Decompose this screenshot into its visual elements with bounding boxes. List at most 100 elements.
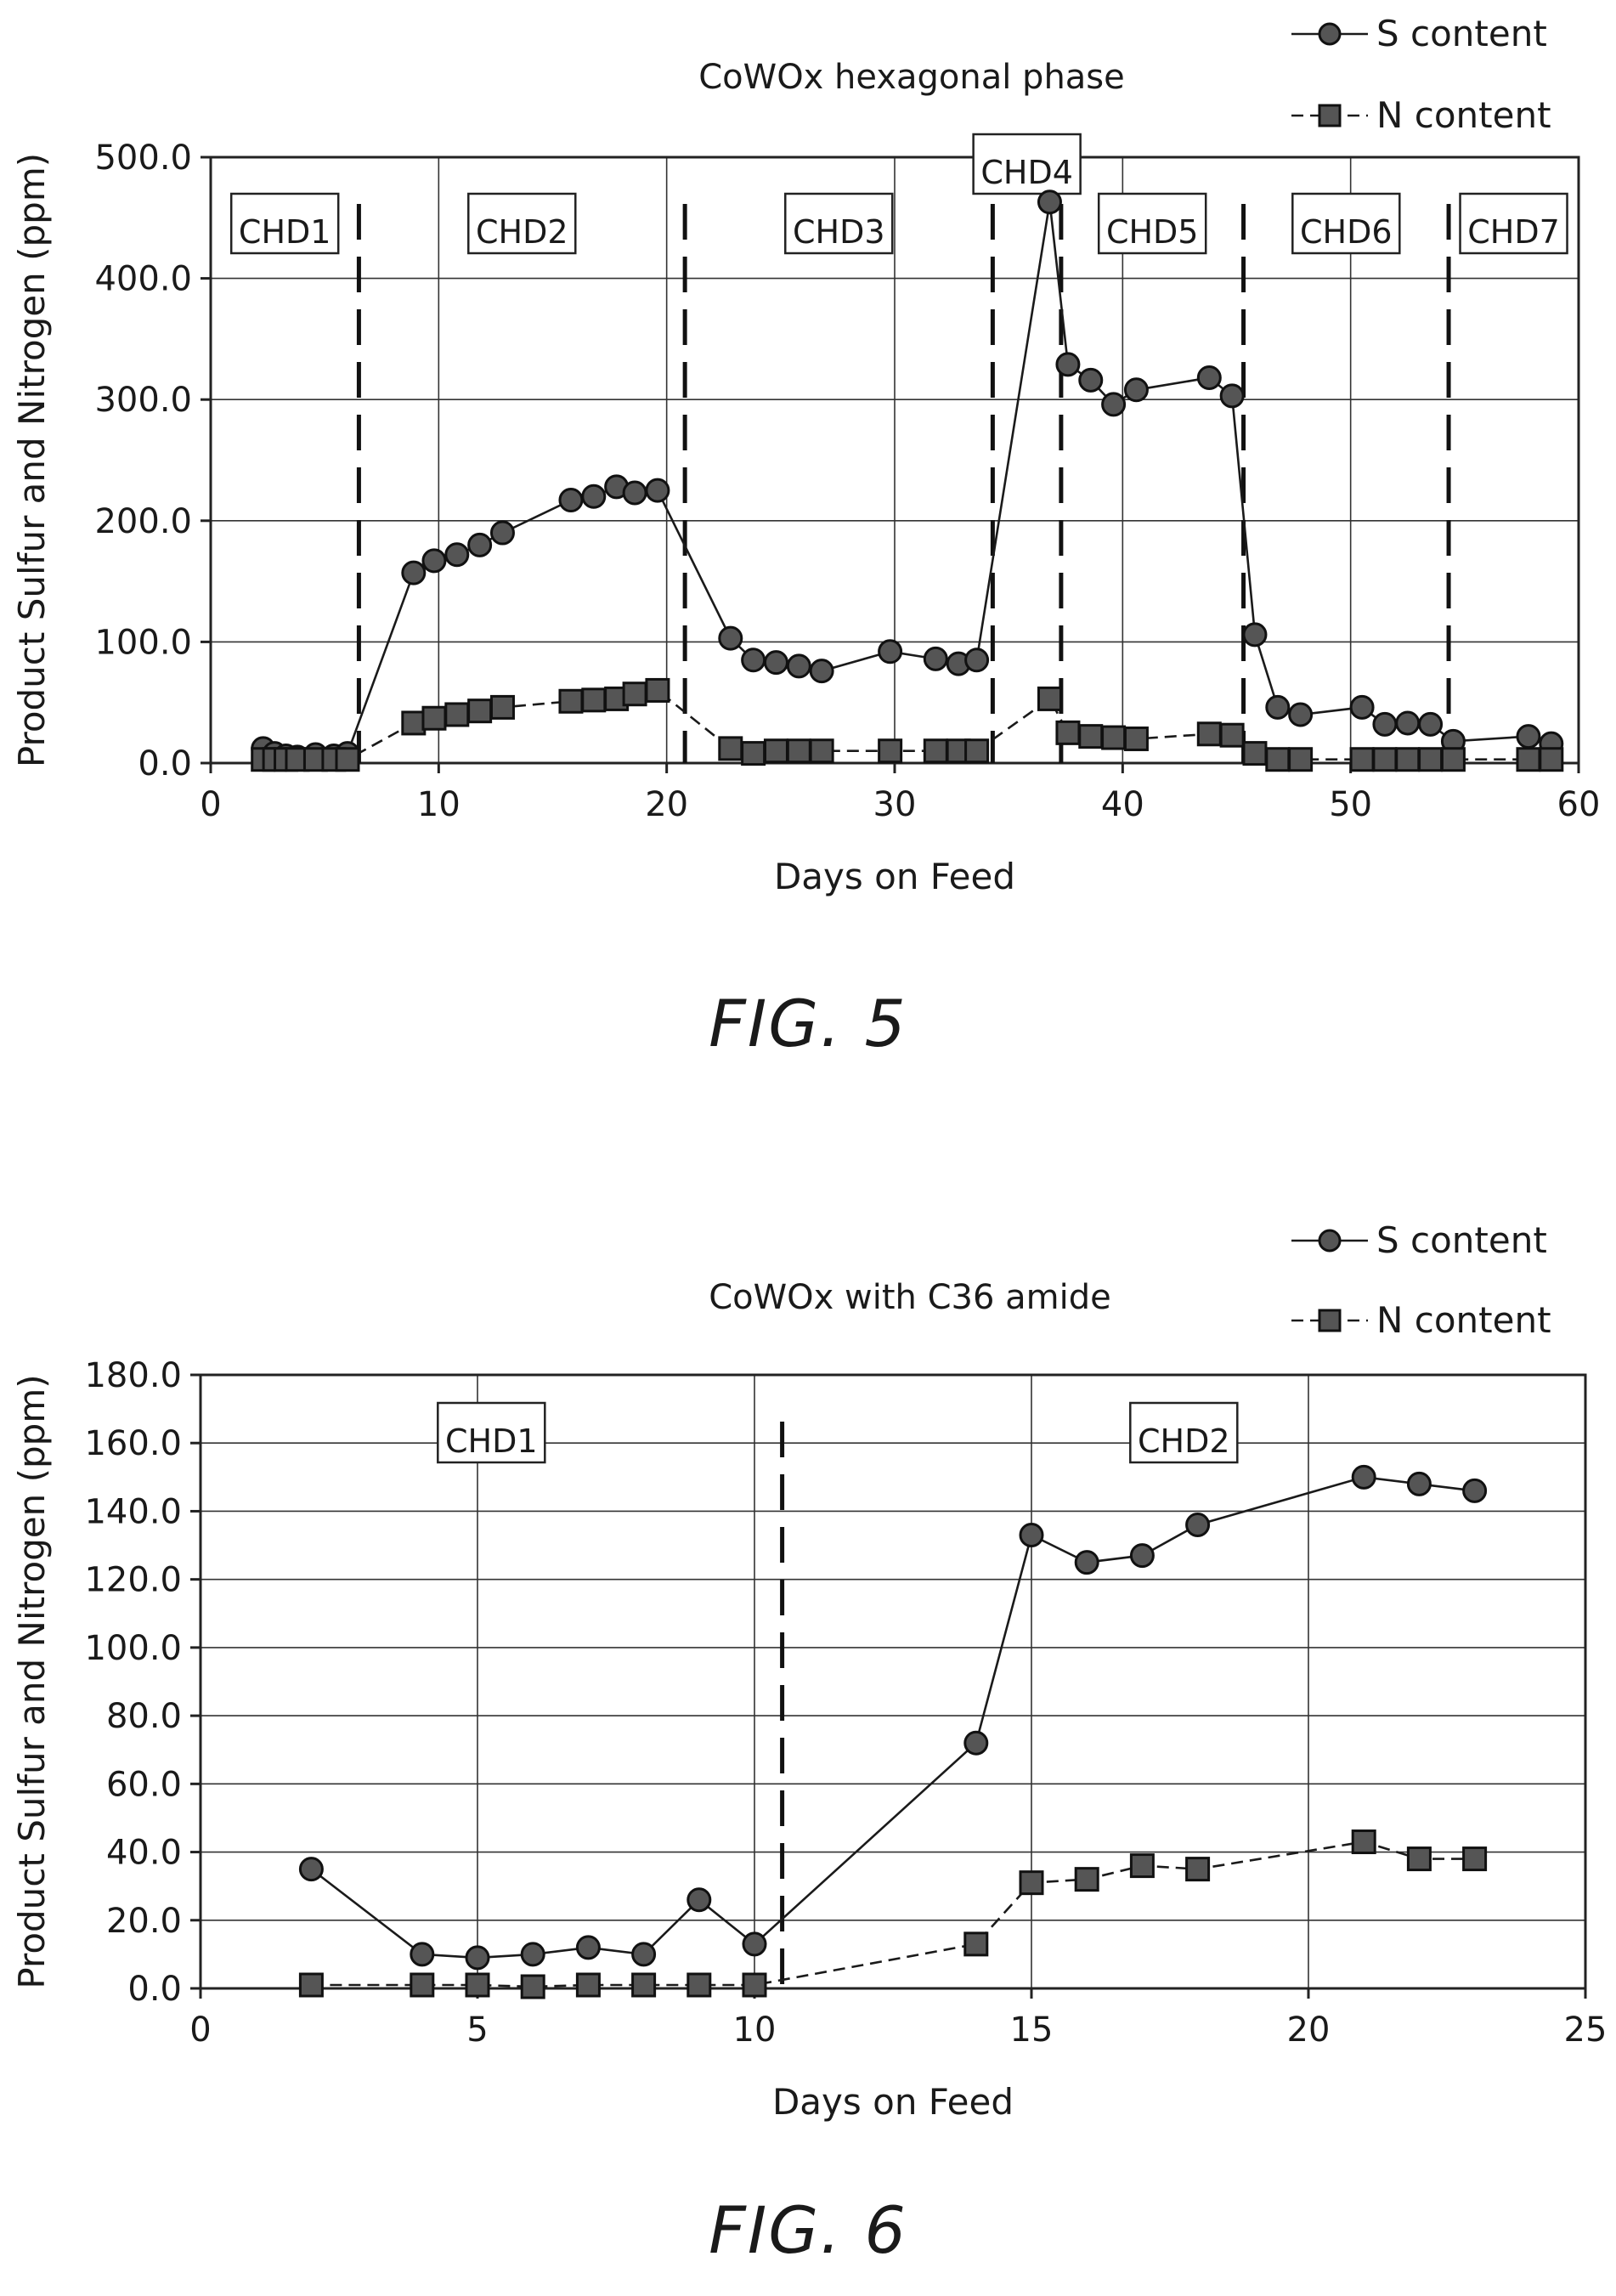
region-label-box <box>1129 1401 1239 1464</box>
data-point-circle <box>963 1730 989 1756</box>
data-point-square <box>1037 686 1062 711</box>
x-tick-label: 0 <box>189 2010 211 2050</box>
x-tick-label: 10 <box>733 2010 777 2050</box>
data-point-square <box>1129 1853 1155 1879</box>
series-s-content <box>251 189 1564 770</box>
data-point-circle <box>444 542 470 568</box>
data-point-square <box>401 710 427 736</box>
y-tick-label: 100.0 <box>84 1629 182 1668</box>
data-point-square <box>1242 741 1268 766</box>
chart-title: CoWOx with C36 amide <box>709 1278 1111 1317</box>
data-point-circle <box>742 1931 767 1957</box>
x-tick-label: 10 <box>417 785 461 824</box>
y-tick-label: 0.0 <box>127 1970 182 2009</box>
condition-regions: CHD1 CHD2 <box>437 1401 1239 1988</box>
x-tick-label: 15 <box>1010 2010 1054 2050</box>
data-point-circle <box>645 478 670 503</box>
data-point-circle <box>1185 1512 1211 1537</box>
x-axis-label: Days on Feed <box>772 2081 1014 2123</box>
y-tick-label: 180.0 <box>84 1356 182 1395</box>
figure-6-caption: FIG. 6 <box>709 2192 907 2268</box>
data-point-square <box>1349 747 1375 772</box>
data-point-square <box>467 698 493 724</box>
y-tick-label: 300.0 <box>94 381 192 420</box>
data-point-square <box>1196 721 1222 747</box>
data-point-square <box>1078 724 1104 749</box>
data-point-square <box>581 687 607 713</box>
data-point-circle <box>1055 352 1081 377</box>
data-point-square <box>1185 1857 1211 1882</box>
data-point-square <box>878 738 903 764</box>
data-point-square <box>687 1972 712 1998</box>
x-tick-label: 20 <box>645 785 688 824</box>
data-point-square <box>1101 725 1127 750</box>
data-point-square <box>489 694 515 720</box>
data-point-square <box>1019 1870 1044 1896</box>
x-tick-label: 30 <box>873 785 917 824</box>
series-n-content <box>251 677 1564 772</box>
figure-6-chart: 0 5 10 15 20 25 0.0 20.0 40.0 60.0 80.0 100.0 120.0 1… <box>11 1219 1607 2123</box>
data-point-circle <box>489 520 515 546</box>
data-point-square <box>298 1972 324 1998</box>
x-tick-label: 50 <box>1329 785 1372 824</box>
legend-marker-circle <box>1318 1229 1342 1253</box>
axis-ticks: 0 5 10 15 20 25 0.0 20.0 40.0 60.0 80.0 100.0 120.0 1… <box>84 1356 1607 2050</box>
data-point-square <box>645 677 670 703</box>
x-tick-label: 60 <box>1557 785 1601 824</box>
data-point-circle <box>1196 365 1222 391</box>
series-line <box>311 1841 1475 1988</box>
series-s-content <box>298 1464 1488 1971</box>
region-label-box <box>972 133 1082 195</box>
data-point-circle <box>467 532 493 557</box>
data-point-square <box>335 747 360 772</box>
legend: S content N content <box>1291 13 1551 136</box>
x-axis-label: Days on Feed <box>774 856 1015 897</box>
data-point-circle <box>421 548 447 574</box>
region-label-box <box>784 192 894 255</box>
legend-label: S content <box>1376 1219 1547 1261</box>
data-point-circle <box>809 659 834 684</box>
region-label-box <box>229 192 340 255</box>
data-point-circle <box>622 480 647 506</box>
data-point-square <box>964 738 990 764</box>
x-tick-label: 20 <box>1287 2010 1331 2050</box>
y-tick-label: 120.0 <box>84 1561 182 1600</box>
data-point-circle <box>1462 1478 1488 1503</box>
y-tick-label: 20.0 <box>106 1902 182 1941</box>
region-label: CHD2 <box>1138 1422 1230 1460</box>
data-point-circle <box>923 646 948 671</box>
y-tick-label: 40.0 <box>106 1834 182 1873</box>
region-label: CHD1 <box>445 1422 538 1460</box>
data-point-circle <box>1516 724 1541 749</box>
region-label: CHD6 <box>1300 213 1393 251</box>
series-line <box>310 1475 1475 1960</box>
grid <box>200 1374 1586 1989</box>
data-point-square <box>923 738 948 764</box>
data-point-square <box>410 1972 435 1998</box>
data-point-circle <box>1265 694 1291 720</box>
data-point-circle <box>465 1945 490 1971</box>
data-point-circle <box>1129 1543 1155 1569</box>
chart-title: CoWOx hexagonal phase <box>698 58 1125 97</box>
data-point-square <box>520 1974 545 1999</box>
data-point-circle <box>581 484 607 509</box>
data-point-square <box>1219 722 1245 748</box>
region-label: CHD7 <box>1467 213 1560 251</box>
y-tick-label: 80.0 <box>106 1697 182 1736</box>
data-point-square <box>1074 1867 1099 1892</box>
y-tick-label: 400.0 <box>94 260 192 299</box>
data-point-square <box>575 1972 601 1998</box>
data-point-circle <box>1037 189 1062 215</box>
data-point-square <box>763 738 788 764</box>
figure-5-chart: 0 10 20 30 40 50 60 0.0 100.0 200.0 300.0 400.0 500.… <box>11 13 1601 897</box>
data-point-circle <box>520 1942 545 1967</box>
region-label: CHD1 <box>239 213 331 251</box>
data-point-square <box>1462 1846 1488 1872</box>
data-point-square <box>622 681 647 707</box>
data-point-square <box>444 702 470 727</box>
series-n-content <box>298 1829 1488 1999</box>
y-tick-label: 140.0 <box>84 1492 182 1531</box>
region-label-box <box>437 1401 546 1464</box>
region-label: CHD3 <box>793 213 885 251</box>
data-point-square <box>809 738 834 764</box>
